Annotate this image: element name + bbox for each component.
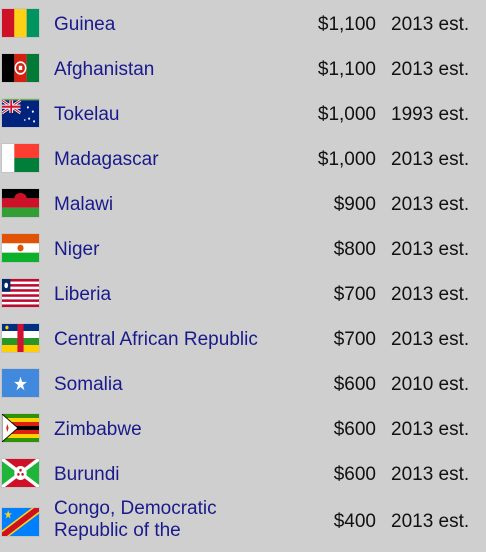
value: $900 <box>333 194 376 215</box>
guinea-flag-icon <box>2 9 39 37</box>
list-item: Niger $800 2013 est. <box>0 227 486 272</box>
burundi-flag-icon <box>2 459 39 487</box>
list-item: Tokelau $1,000 1993 est. <box>0 92 486 137</box>
somalia-flag-icon <box>2 369 39 397</box>
list-item: Somalia $600 2010 est. <box>0 362 486 407</box>
value: $1,100 <box>317 59 376 80</box>
value: $700 <box>333 284 376 305</box>
country-link[interactable]: Madagascar <box>54 149 159 170</box>
madagascar-flag-icon <box>2 144 39 172</box>
estimate-note: 2013 est. <box>391 419 470 440</box>
value: $800 <box>333 239 376 260</box>
congo-drc-flag-icon <box>2 508 39 536</box>
country-link[interactable]: Zimbabwe <box>54 419 142 440</box>
estimate-note: 2013 est. <box>391 284 470 305</box>
country-link[interactable]: Congo, Democratic Republic of the <box>54 498 217 541</box>
list-item: Congo, Democratic Republic of the $400 2… <box>0 497 486 547</box>
country-link[interactable]: Guinea <box>54 14 116 35</box>
value: $400 <box>333 511 376 532</box>
central-african-republic-flag-icon <box>2 324 39 352</box>
value: $700 <box>333 329 376 350</box>
estimate-note: 2013 est. <box>391 511 470 532</box>
list-item: Madagascar $1,000 2013 est. <box>0 137 486 182</box>
tokelau-flag-icon <box>2 99 39 127</box>
niger-flag-icon <box>2 234 39 262</box>
country-link[interactable]: Niger <box>54 239 100 260</box>
country-link[interactable]: Burundi <box>54 464 120 485</box>
estimate-note: 2013 est. <box>391 59 470 80</box>
country-link[interactable]: Afghanistan <box>54 59 155 80</box>
list-item: Liberia $700 2013 est. <box>0 272 486 317</box>
list-item: Afghanistan $1,100 2013 est. <box>0 47 486 92</box>
estimate-note: 2013 est. <box>391 464 470 485</box>
country-link[interactable]: Central African Republic <box>54 329 258 350</box>
estimate-note: 2013 est. <box>391 14 470 35</box>
list-item: Malawi $900 2013 est. <box>0 182 486 227</box>
list-item: Burundi $600 2013 est. <box>0 452 486 497</box>
estimate-note: 1993 est. <box>391 104 470 125</box>
value: $1,000 <box>317 149 376 170</box>
zimbabwe-flag-icon <box>2 414 39 442</box>
value: $600 <box>333 374 376 395</box>
value: $600 <box>333 464 376 485</box>
value: $600 <box>333 419 376 440</box>
country-link[interactable]: Liberia <box>54 284 112 305</box>
country-link[interactable]: Tokelau <box>54 104 120 125</box>
country-link[interactable]: Malawi <box>54 194 114 215</box>
list-item: Zimbabwe $600 2013 est. <box>0 407 486 452</box>
afghanistan-flag-icon <box>2 54 39 82</box>
value: $1,100 <box>317 14 376 35</box>
country-link[interactable]: Somalia <box>54 374 123 395</box>
list-item: Guinea $1,100 2013 est. <box>0 2 486 47</box>
malawi-flag-icon <box>2 189 39 217</box>
list-item: Central African Republic $700 2013 est. <box>0 317 486 362</box>
value: $1,000 <box>317 104 376 125</box>
estimate-note: 2013 est. <box>391 329 470 350</box>
estimate-note: 2013 est. <box>391 239 470 260</box>
liberia-flag-icon <box>2 279 39 307</box>
estimate-note: 2010 est. <box>391 374 470 395</box>
estimate-note: 2013 est. <box>391 194 470 215</box>
estimate-note: 2013 est. <box>391 149 470 170</box>
